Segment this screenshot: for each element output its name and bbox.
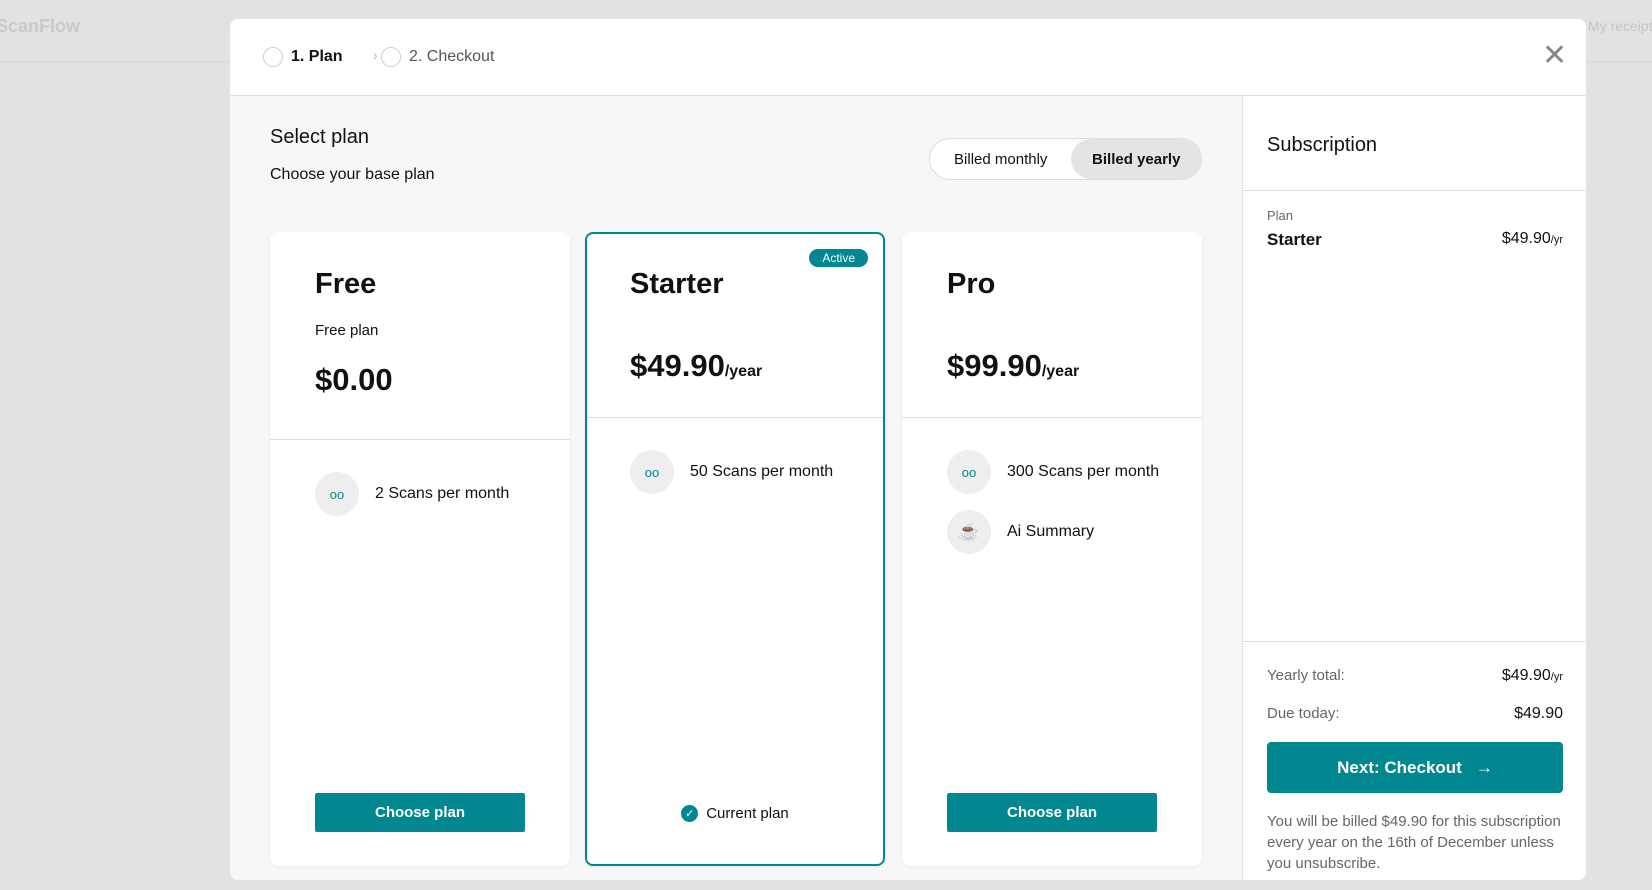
feature-item: ☕ Ai Summary <box>947 510 1177 554</box>
step-circle-icon <box>263 47 283 67</box>
my-receipts-link[interactable]: My receipts <box>1588 18 1652 34</box>
billing-note: You will be billed $49.90 for this subsc… <box>1267 813 1561 872</box>
plan-row: Starter $49.90/yr <box>1267 230 1563 250</box>
plan-name: Starter <box>1267 230 1322 249</box>
price-unit: /yr <box>1550 234 1563 246</box>
due-today-label: Due today: <box>1267 705 1340 722</box>
glasses-icon: oo <box>630 450 674 494</box>
feature-item: oo 2 Scans per month <box>315 472 545 516</box>
plan-price: $0.00 <box>315 362 393 397</box>
button-label: Next: Checkout <box>1337 757 1462 777</box>
plan-name: Free <box>315 268 377 300</box>
modal-header: 1. Plan › 2. Checkout ✕ <box>230 19 1586 96</box>
price-value: $99.90 <box>947 348 1042 383</box>
summary-title: Subscription <box>1267 134 1378 156</box>
billed-monthly-option[interactable]: Billed monthly <box>954 150 1048 168</box>
current-plan-indicator: ✓ Current plan <box>587 805 883 822</box>
feature-item: oo 50 Scans per month <box>630 450 860 494</box>
app-logo: ScanFlow <box>0 16 81 36</box>
yearly-total-value: $49.90/yr <box>1502 667 1563 685</box>
due-today-row: Due today: $49.90 <box>1267 705 1563 723</box>
price-value: $49.90 <box>1501 230 1551 247</box>
plan-card-free: Free Free plan $0.00 oo 2 Scans per mont… <box>270 232 570 866</box>
page-subtitle: Choose your base plan <box>270 166 435 183</box>
plan-label: Plan <box>1267 208 1294 223</box>
feature-label: 2 Scans per month <box>375 485 510 502</box>
plan-description: Free plan <box>315 322 379 339</box>
cup-icon: ☕ <box>947 510 991 554</box>
plan-selection: Select plan Choose your base plan Billed… <box>230 96 1242 880</box>
price-value: $49.90 <box>630 348 725 383</box>
step-checkout[interactable]: 2. Checkout <box>381 47 494 67</box>
choose-plan-button[interactable]: Choose plan <box>315 793 525 832</box>
price-period: /year <box>1041 363 1080 380</box>
plan-modal: 1. Plan › 2. Checkout ✕ Select plan Choo… <box>230 19 1586 880</box>
step-label: 2. Checkout <box>409 48 495 65</box>
plan-card-starter[interactable]: Active Starter $49.90/year oo 50 Scans p… <box>585 232 885 866</box>
chevron-right-icon: › <box>373 47 378 63</box>
feature-label: 50 Scans per month <box>690 463 834 480</box>
plan-price: $99.90/year <box>947 348 1079 384</box>
check-circle-icon: ✓ <box>681 805 699 822</box>
feature-label: Ai Summary <box>1007 523 1095 540</box>
next-checkout-button[interactable]: Next: Checkout → <box>1267 742 1563 793</box>
yearly-total-label: Yearly total: <box>1267 667 1345 684</box>
feature-label: 300 Scans per month <box>1007 463 1160 480</box>
divider <box>270 439 570 440</box>
feature-item: oo 300 Scans per month <box>947 450 1177 494</box>
step-plan[interactable]: 1. Plan <box>263 47 343 67</box>
glasses-icon: oo <box>315 472 359 516</box>
close-icon[interactable]: ✕ <box>1542 39 1568 72</box>
step-label: 1. Plan <box>291 48 343 65</box>
plan-name: Pro <box>947 268 996 300</box>
divider <box>1586 61 1652 62</box>
active-badge: Active <box>809 249 868 267</box>
arrow-right-icon: → <box>1475 757 1493 777</box>
glasses-icon: oo <box>947 450 991 494</box>
billed-yearly-option[interactable]: Billed yearly <box>1071 139 1201 179</box>
plan-label-row: Plan <box>1267 208 1563 223</box>
billing-toggle: Billed monthly Billed yearly <box>929 138 1202 180</box>
plan-price: $49.90/year <box>630 348 762 384</box>
plan-card-pro: Pro $99.90/year oo 300 Scans per month ☕… <box>902 232 1202 866</box>
plan-name: Starter <box>630 268 724 300</box>
yearly-total-row: Yearly total: $49.90/yr <box>1267 667 1563 685</box>
divider <box>0 61 230 62</box>
choose-plan-button[interactable]: Choose plan <box>947 793 1157 832</box>
price-period: /year <box>724 363 763 380</box>
page-title: Select plan <box>270 126 369 148</box>
price-value: $49.90 <box>1501 667 1551 684</box>
divider <box>902 417 1202 418</box>
due-today-value: $49.90 <box>1514 705 1563 722</box>
price-unit: /yr <box>1550 671 1563 683</box>
divider <box>1243 190 1586 191</box>
divider <box>587 417 883 418</box>
current-plan-label: Current plan <box>706 805 789 822</box>
divider <box>1243 641 1586 642</box>
subscription-summary: Subscription Plan Starter $49.90/yr Year… <box>1242 96 1586 880</box>
step-circle-icon <box>381 47 401 67</box>
plan-price: $49.90/yr <box>1502 230 1563 250</box>
